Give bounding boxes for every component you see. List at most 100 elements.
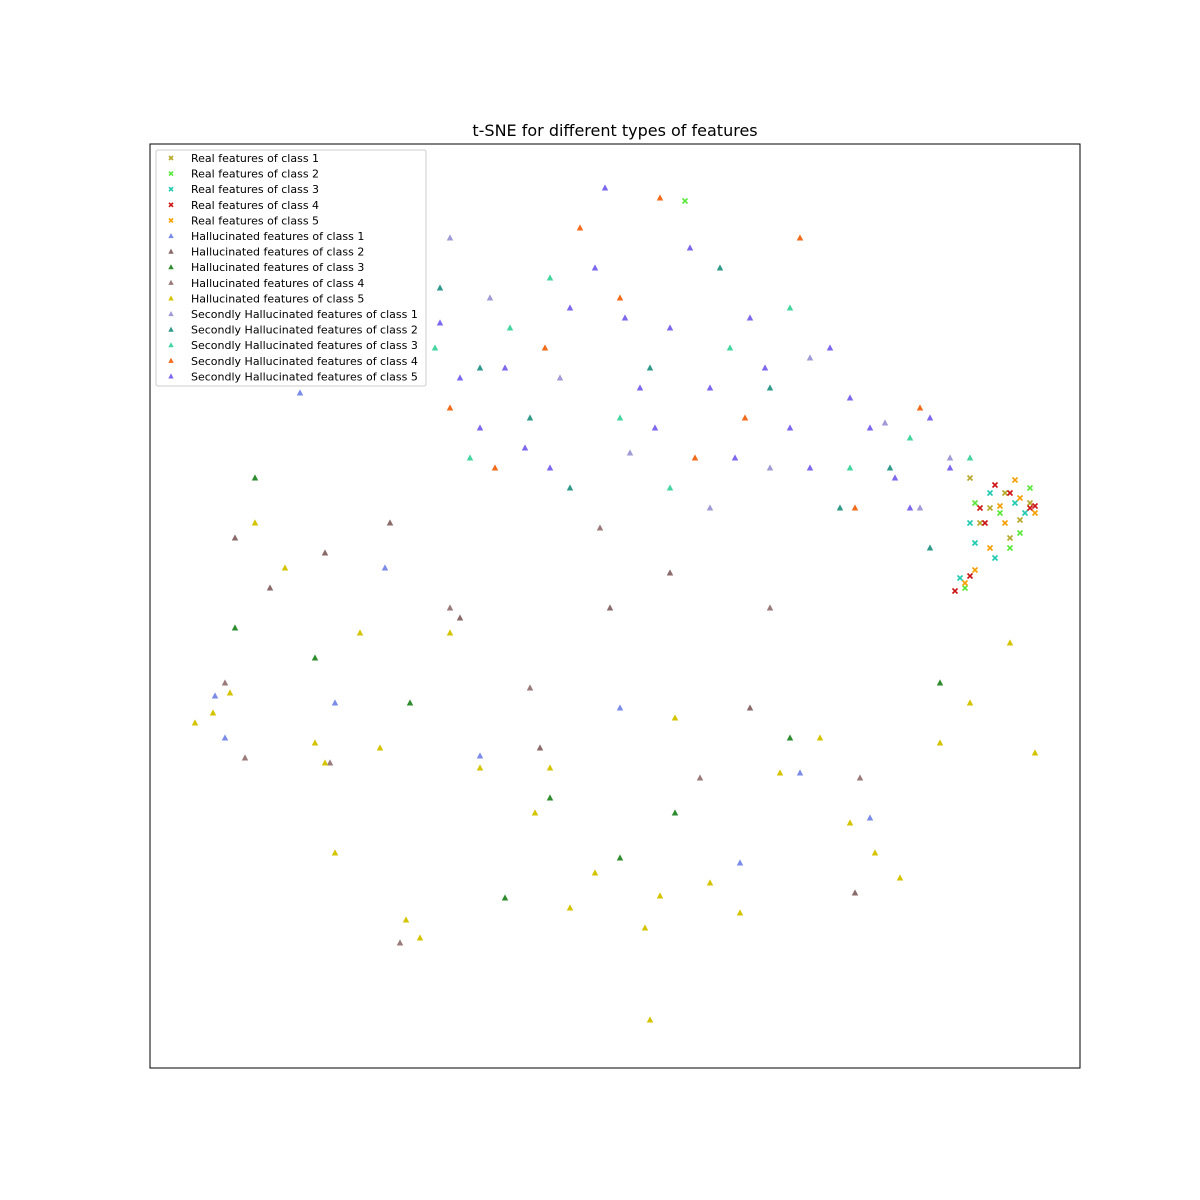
data-point bbox=[431, 344, 439, 351]
data-point bbox=[996, 509, 1004, 517]
data-point bbox=[966, 519, 974, 527]
legend-item: Real features of class 3 bbox=[168, 183, 319, 196]
data-point bbox=[456, 614, 464, 621]
legend: Real features of class 1 Real features of… bbox=[155, 149, 427, 387]
data-point bbox=[806, 354, 814, 361]
data-point bbox=[766, 384, 774, 391]
legend-item: Secondly Hallucinated features of class … bbox=[168, 308, 418, 321]
data-point bbox=[566, 304, 574, 311]
data-point bbox=[991, 481, 999, 489]
data-point bbox=[1021, 509, 1029, 517]
data-point bbox=[536, 744, 544, 751]
legend-box bbox=[155, 149, 427, 387]
data-point bbox=[946, 454, 954, 461]
data-point bbox=[209, 709, 217, 716]
data-point bbox=[1006, 639, 1014, 646]
series-hallucinated-features-of-class-5 bbox=[191, 519, 1039, 1023]
data-point bbox=[446, 404, 454, 411]
data-point bbox=[736, 859, 744, 866]
data-point bbox=[1031, 749, 1039, 756]
series-secondly-hallucinated-features-of-class-3 bbox=[431, 274, 974, 491]
data-point bbox=[761, 364, 769, 371]
data-point bbox=[961, 579, 969, 587]
legend-marker bbox=[168, 342, 174, 348]
data-point bbox=[981, 519, 989, 527]
data-point bbox=[501, 364, 509, 371]
legend-marker bbox=[168, 295, 174, 301]
data-point bbox=[386, 519, 394, 526]
data-point bbox=[1016, 494, 1024, 502]
data-point bbox=[601, 184, 609, 191]
legend-item: Secondly Hallucinated features of class … bbox=[168, 355, 418, 368]
legend-item: Hallucinated features of class 1 bbox=[168, 230, 364, 243]
data-point bbox=[621, 314, 629, 321]
legend-marker bbox=[168, 233, 174, 239]
data-point bbox=[696, 774, 704, 781]
data-point bbox=[976, 504, 984, 512]
data-point bbox=[746, 704, 754, 711]
data-point bbox=[476, 364, 484, 371]
data-point bbox=[406, 699, 414, 706]
legend-item: Secondly Hallucinated features of class … bbox=[168, 324, 418, 337]
data-point bbox=[716, 264, 724, 271]
legend-marker bbox=[168, 217, 174, 223]
series-real-features-of-class-5 bbox=[961, 476, 1039, 587]
data-point bbox=[1026, 504, 1034, 512]
data-point bbox=[231, 624, 239, 631]
data-point bbox=[851, 889, 859, 896]
data-point bbox=[926, 544, 934, 551]
series-secondly-hallucinated-features-of-class-4 bbox=[446, 194, 924, 511]
data-point bbox=[641, 924, 649, 931]
data-point bbox=[476, 752, 484, 759]
data-point bbox=[546, 764, 554, 771]
data-point bbox=[636, 384, 644, 391]
data-point bbox=[916, 404, 924, 411]
legend-marker bbox=[168, 202, 174, 208]
data-point bbox=[501, 894, 509, 901]
legend-label: Secondly Hallucinated features of class … bbox=[191, 370, 418, 383]
data-point bbox=[446, 629, 454, 636]
data-point bbox=[546, 274, 554, 281]
data-point bbox=[731, 454, 739, 461]
legend-label: Hallucinated features of class 3 bbox=[191, 261, 364, 274]
legend-marker bbox=[168, 311, 174, 317]
data-point bbox=[786, 734, 794, 741]
data-point bbox=[681, 197, 689, 205]
data-point bbox=[656, 892, 664, 899]
data-point bbox=[446, 604, 454, 611]
data-point bbox=[656, 194, 664, 201]
data-point bbox=[856, 774, 864, 781]
data-point bbox=[376, 744, 384, 751]
data-point bbox=[1006, 544, 1014, 552]
series-hallucinated-features-of-class-4 bbox=[221, 524, 864, 946]
series-hallucinated-features-of-class-3 bbox=[231, 474, 944, 901]
legend-item: Hallucinated features of class 2 bbox=[168, 246, 364, 259]
legend-item: Hallucinated features of class 5 bbox=[168, 292, 364, 305]
data-point bbox=[971, 499, 979, 507]
data-point bbox=[616, 294, 624, 301]
legend-label: Real features of class 4 bbox=[191, 199, 319, 212]
data-point bbox=[331, 849, 339, 856]
data-point bbox=[846, 394, 854, 401]
data-point bbox=[356, 629, 364, 636]
data-point bbox=[321, 549, 329, 556]
legend-marker bbox=[168, 264, 174, 270]
data-point bbox=[476, 424, 484, 431]
legend-item: Real features of class 1 bbox=[168, 152, 319, 165]
data-point bbox=[966, 474, 974, 482]
data-point bbox=[836, 504, 844, 511]
data-point bbox=[566, 904, 574, 911]
data-point bbox=[991, 554, 999, 562]
data-point bbox=[526, 684, 534, 691]
data-point bbox=[456, 374, 464, 381]
data-point bbox=[986, 544, 994, 552]
data-point bbox=[221, 679, 229, 686]
data-point bbox=[311, 654, 319, 661]
data-point bbox=[416, 934, 424, 941]
data-point bbox=[651, 424, 659, 431]
data-point bbox=[541, 344, 549, 351]
data-point bbox=[986, 504, 994, 512]
legend-label: Secondly Hallucinated features of class … bbox=[191, 324, 418, 337]
legend-label: Secondly Hallucinated features of class … bbox=[191, 308, 418, 321]
